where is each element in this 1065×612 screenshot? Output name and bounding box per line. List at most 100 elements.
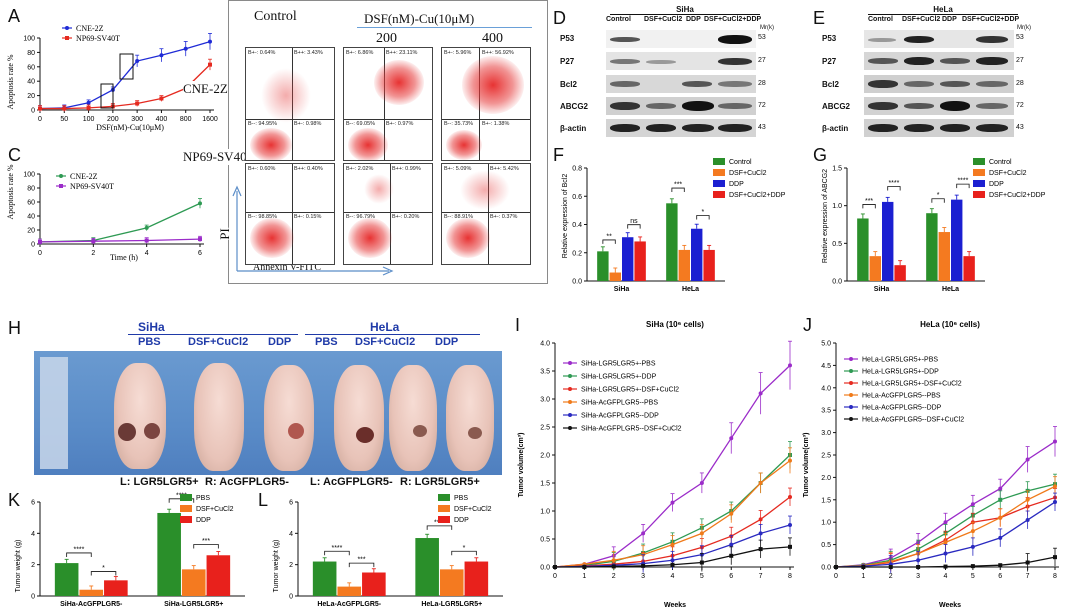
bar	[54, 563, 79, 596]
y-tick-label: 2.5	[821, 453, 831, 460]
bar	[622, 237, 634, 281]
legend-marker	[568, 387, 572, 391]
legend-label: DSF+CuCl2+DDP	[729, 192, 786, 199]
bar	[362, 572, 386, 596]
panel-a-ylabel: Apoptosis rate %	[6, 54, 15, 109]
legend-label: SiHa-LGR5LGR5+-PBS	[581, 361, 656, 368]
blot-strip-abcg2	[606, 97, 756, 115]
y-tick-label: 3.5	[540, 369, 550, 376]
panel-h-treat: DDP	[268, 336, 292, 348]
panel-e-mr: Mr(k)	[1017, 25, 1031, 31]
bar	[703, 249, 715, 281]
data-point	[553, 565, 557, 569]
blot-strip-actin	[864, 119, 1014, 137]
panel-d-mr: Mr(k)	[760, 25, 774, 31]
y-tick-label: 1.0	[832, 203, 842, 210]
bar	[312, 561, 337, 596]
legend-label: DDP	[729, 181, 744, 188]
blot-row-label: β-actin	[822, 124, 849, 133]
mouse-hela-pbs	[334, 365, 384, 471]
blot-strip-p53	[864, 30, 1014, 48]
panel-letter-i: I	[515, 315, 521, 335]
legend-swatch	[713, 180, 725, 187]
panel-k-ylabel: Tumor weight (g)	[15, 540, 22, 593]
flow-q-ul: B+-: 0.60%	[248, 166, 276, 172]
significance-bracket	[862, 204, 876, 209]
data-point	[1025, 457, 1030, 462]
legend-swatch	[713, 191, 725, 198]
y-tick-label: 4	[289, 531, 293, 538]
legend-swatch	[973, 191, 985, 198]
flow-q-ul: B+-: 2.02%	[346, 166, 374, 172]
flow-q-ll: B--: 88.91%	[444, 214, 474, 220]
panel-letter-f: F	[553, 145, 564, 165]
panel-b-row-cne: CNE-2Z	[183, 81, 228, 97]
legend-marker	[568, 413, 572, 417]
blot-row-label: ABCG2	[822, 102, 851, 111]
data-point	[970, 564, 975, 569]
panel-e-lane-dsf: DSF+CuCl2	[902, 16, 941, 23]
flow-q-ul: B+-: 5.96%	[444, 50, 472, 56]
mouse-hela-dsf	[389, 365, 437, 471]
x-tick-label: 4	[671, 573, 675, 580]
y-tick-label: 0.0	[832, 279, 842, 286]
panel-h-treat: DSF+CuCl2	[188, 336, 249, 348]
series-line	[40, 64, 211, 110]
y-tick-label: 60	[27, 200, 35, 207]
bar	[181, 569, 206, 596]
x-tick-label: 50	[60, 116, 68, 123]
blot-strip-p27	[606, 52, 756, 70]
significance-bracket	[602, 239, 616, 244]
bar	[439, 569, 464, 596]
data-point	[970, 544, 975, 549]
legend-swatch	[438, 505, 450, 512]
panel-a-chart: Apoptosis rate % DSF(nM)-Cu(10μM) 0 20 40 6…	[6, 24, 218, 132]
significance-label: ****	[73, 546, 84, 553]
legend-label: HeLa-AcGFPLGR5--DSF+CuCl2	[862, 417, 964, 424]
blot-row-label: P53	[822, 34, 837, 43]
legend-marker	[849, 357, 853, 361]
data-point	[998, 486, 1003, 491]
data-point	[788, 458, 792, 463]
significance-label: ***	[865, 198, 873, 205]
legend-label: HeLa-LGR5LGR5+-DSF+CuCl2	[862, 381, 962, 388]
significance-bracket	[66, 552, 92, 557]
x-tick-label: 0	[834, 573, 838, 580]
legend-marker	[568, 374, 572, 378]
data-point	[1025, 560, 1030, 565]
legend-label: PBS	[454, 495, 468, 502]
x-tick-label: 5	[971, 573, 975, 580]
legend-label: DSF+CuCl2	[729, 170, 767, 177]
panel-h-caption: L: AcGFPLGR5-	[310, 476, 393, 488]
data-point	[1025, 497, 1030, 502]
significance-bracket	[931, 198, 945, 203]
data-point	[86, 105, 91, 110]
y-tick-label: 6	[31, 500, 35, 507]
y-tick-label: 80	[27, 186, 35, 193]
y-tick-label: 2	[31, 562, 35, 569]
significance-bracket	[627, 224, 641, 229]
panel-d-lane-combo: DSF+CuCl2+DDP	[704, 16, 762, 23]
data-point	[758, 391, 763, 396]
x-tick-label: 2	[889, 573, 893, 580]
y-tick-label: 80	[27, 50, 35, 57]
bar	[678, 249, 690, 281]
bar	[464, 561, 489, 596]
panel-c-legend-marker-np69	[59, 184, 63, 188]
data-point	[758, 517, 763, 522]
data-point	[198, 201, 202, 206]
legend-swatch	[973, 169, 985, 176]
y-tick-label: 0	[289, 594, 293, 601]
x-tick-label: 8	[1053, 573, 1057, 580]
x-tick-label: 1	[861, 573, 865, 580]
data-point	[699, 560, 704, 565]
data-point	[970, 529, 975, 534]
panel-e-western-blot: HeLa Control DSF+CuCl2 DDP DSF+CuCl2+DDP…	[820, 0, 1065, 140]
data-point	[38, 106, 42, 111]
bar	[415, 538, 439, 596]
panel-letter-j: J	[803, 315, 812, 335]
data-point	[91, 239, 96, 244]
y-tick-label: 1.5	[832, 166, 842, 173]
data-point	[916, 565, 921, 569]
panel-b-col-200: 200	[376, 31, 397, 46]
